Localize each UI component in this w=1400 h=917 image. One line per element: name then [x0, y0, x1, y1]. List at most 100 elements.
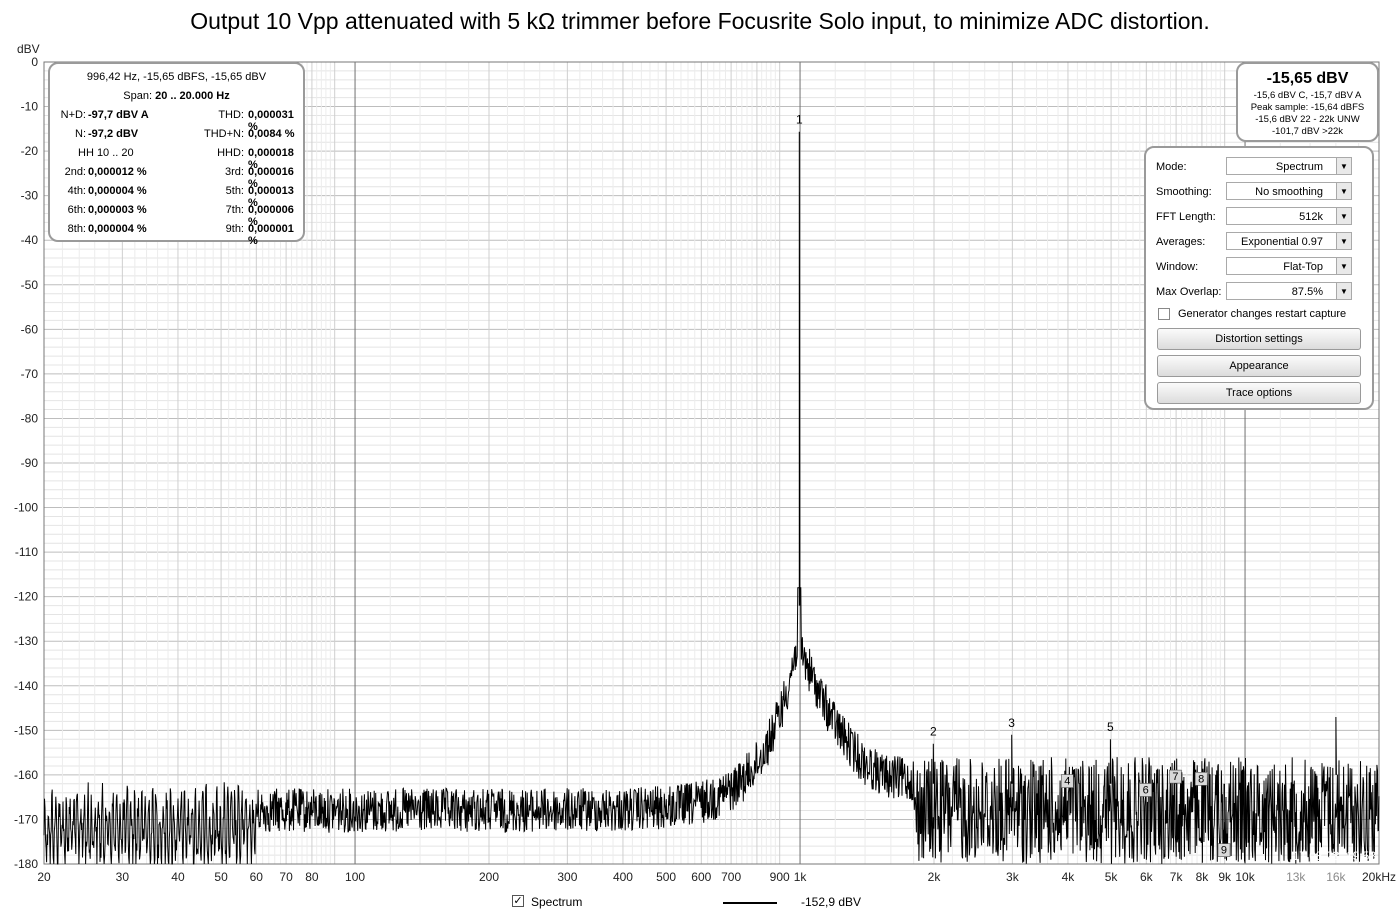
y-tick-label: -140	[14, 679, 38, 693]
harmonic-marker-label: 3	[1008, 716, 1015, 730]
averages-label: Averages:	[1156, 236, 1206, 248]
x-tick-label: 400	[613, 870, 633, 884]
harmonic-marker-box	[1194, 772, 1208, 786]
x-tick-label: 7k	[1170, 870, 1184, 884]
harmonic-marker-box	[1060, 774, 1074, 788]
y-tick-label: -110	[15, 545, 38, 559]
y-tick-label: -30	[21, 189, 39, 203]
stats-label: 8th:	[67, 223, 86, 235]
x-tick-label: 5k	[1105, 870, 1119, 884]
stats-span: Span: 20 .. 20.000 Hz	[50, 90, 303, 102]
level-line-1: -15,6 dBV C, -15,7 dBV A	[1253, 90, 1362, 101]
max-overlap-value: 87.5%	[1291, 286, 1323, 298]
timestamp: 17.08.23. 19:53	[1293, 849, 1377, 863]
chevron-down-icon[interactable]: ▼	[1336, 158, 1351, 174]
spectrum-controls-panel: Mode: Spectrum ▼ Smoothing: No smoothing ▼…	[1144, 146, 1374, 410]
chevron-down-icon[interactable]: ▼	[1336, 258, 1351, 274]
stats-label: 9th:	[225, 223, 244, 235]
x-tick-label: 6k	[1140, 870, 1154, 884]
stats-row: HH 10 .. 20 HHD: 0,000018 %	[50, 147, 303, 171]
span-label: Span:	[123, 90, 153, 102]
stats-label: 3rd:	[225, 166, 244, 178]
stats-value: 0,000004 %	[88, 185, 147, 197]
stats-value: 0,000003 %	[88, 204, 147, 216]
chart-title: Output 10 Vpp attenuated with 5 kΩ trimm…	[190, 8, 1210, 34]
x-tick-label: 16k	[1326, 870, 1346, 884]
chevron-down-icon[interactable]: ▼	[1336, 233, 1351, 249]
max-overlap-select[interactable]: 87.5% ▼	[1226, 282, 1352, 300]
fft-length-select[interactable]: 512k ▼	[1226, 207, 1352, 225]
stats-value: 0,000031 %	[248, 109, 294, 133]
x-tick-label: 1k	[794, 870, 808, 884]
harmonic-marker-box	[1169, 769, 1182, 784]
level-value: -15,65 dBV	[1266, 70, 1349, 87]
span-value: 20 .. 20.000 Hz	[155, 90, 230, 102]
mode-value: Spectrum	[1275, 161, 1323, 173]
level-meter-panel: -15,65 dBV -15,6 dBV C, -15,7 dBV A Peak…	[1236, 62, 1379, 142]
legend-line-swatch	[723, 902, 777, 904]
stats-label: 5th:	[225, 185, 244, 197]
stats-value: 0,000018 %	[248, 147, 294, 171]
smoothing-select[interactable]: No smoothing ▼	[1226, 182, 1352, 200]
mode-select[interactable]: Spectrum ▼	[1226, 157, 1352, 175]
chevron-down-icon[interactable]: ▼	[1336, 283, 1351, 299]
stats-value: 0,000001 %	[248, 223, 294, 247]
stats-value: -97,7 dBV A	[88, 109, 149, 121]
stats-value: -97,2 dBV	[88, 128, 139, 140]
x-tick-label: 50	[214, 870, 228, 884]
legend-series-name: Spectrum	[531, 895, 583, 909]
x-axis-ticks: 20 30 40 50 60 70 80 100 200 300 400 500 600 700 900 1k…	[37, 870, 1396, 884]
stats-label: THD:	[218, 109, 244, 121]
trace-options-button[interactable]: Trace options	[1157, 382, 1361, 404]
y-tick-label: -180	[14, 857, 38, 871]
averages-select[interactable]: Exponential 0.97 ▼	[1226, 232, 1352, 250]
stats-header: 996,42 Hz, -15,65 dBFS, -15,65 dBV	[86, 71, 267, 83]
stats-value: 0,0084 %	[248, 128, 295, 140]
stats-label: N+D:	[60, 109, 86, 121]
chevron-down-icon[interactable]: ▼	[1336, 208, 1351, 224]
harmonic-marker-label: 8	[1198, 773, 1204, 785]
fft-length-label: FFT Length:	[1156, 211, 1216, 223]
x-tick-label: 20	[37, 870, 51, 884]
x-tick-label: 700	[721, 870, 741, 884]
y-tick-label: -80	[21, 411, 39, 425]
y-tick-label: -20	[21, 144, 39, 158]
x-tick-label: 500	[656, 870, 676, 884]
x-tick-label: 13k	[1286, 870, 1306, 884]
stats-row: 4th: 0,000004 % 5th: 0,000013 %	[50, 185, 303, 209]
distortion-stats-panel: 996,42 Hz, -15,65 dBFS, -15,65 dBV Span:…	[48, 62, 305, 247]
y-tick-label: -40	[21, 233, 39, 247]
y-tick-label: -50	[21, 278, 39, 292]
level-line-4: -101,7 dBV >22k	[1271, 126, 1344, 137]
max-overlap-label: Max Overlap:	[1156, 286, 1222, 298]
chevron-down-icon[interactable]: ▼	[1336, 183, 1351, 199]
y-tick-label: -130	[14, 634, 38, 648]
restart-capture-label: Generator changes restart capture	[1178, 308, 1347, 320]
y-axis-label: dBV	[17, 42, 40, 56]
x-tick-label: 9k	[1218, 870, 1232, 884]
x-tick-label: 10k	[1235, 870, 1255, 884]
stats-row: 8th: 0,000004 % 9th: 0,000001 %	[50, 223, 303, 247]
restart-capture-checkbox[interactable]	[1158, 308, 1170, 320]
stats-label: THD+N:	[203, 128, 244, 140]
mode-row: Mode: Spectrum ▼	[1156, 157, 1366, 177]
window-value: Flat-Top	[1283, 261, 1323, 273]
y-tick-label: -60	[21, 322, 39, 336]
level-line-2: Peak sample: -15,64 dBFS	[1250, 102, 1365, 113]
x-tick-label: 40	[171, 870, 185, 884]
y-tick-label: -120	[14, 590, 38, 604]
spectrum-visibility-checkbox[interactable]: ✓	[512, 895, 524, 907]
harmonic-marker-label: 2	[930, 725, 937, 739]
stats-label: HH 10 .. 20	[78, 147, 134, 159]
stats-row: 6th: 0,000003 % 7th: 0,000006 %	[50, 204, 303, 228]
harmonic-marker-box	[1217, 843, 1231, 857]
x-tick-label: 2k	[928, 870, 942, 884]
averages-value: Exponential 0.97	[1241, 236, 1323, 248]
x-tick-label: 80	[305, 870, 319, 884]
harmonic-marker-label: 1	[796, 113, 803, 127]
harmonic-marker-label: 7	[1172, 771, 1178, 783]
window-select[interactable]: Flat-Top ▼	[1226, 257, 1352, 275]
level-line-3: -15,6 dBV 22 - 22k UNW	[1255, 114, 1360, 125]
distortion-settings-button[interactable]: Distortion settings	[1157, 328, 1361, 350]
appearance-button[interactable]: Appearance	[1157, 355, 1361, 377]
